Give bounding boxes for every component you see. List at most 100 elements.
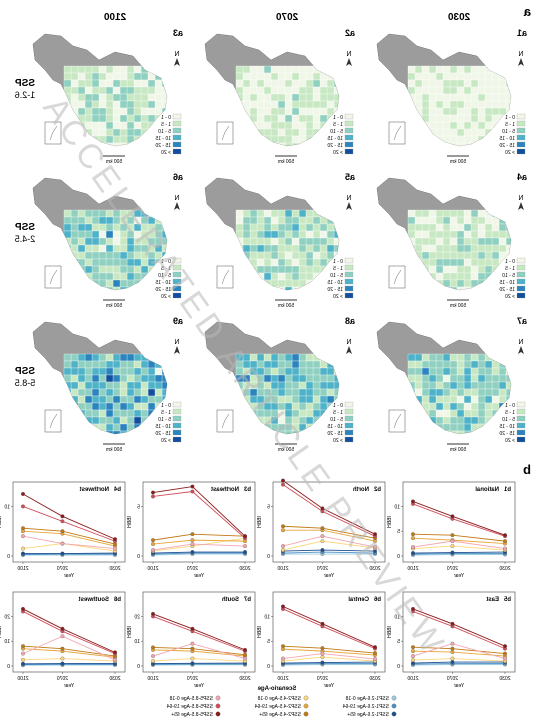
county-cell — [285, 108, 292, 115]
county-cell — [64, 396, 71, 403]
north-arrow-label: N — [346, 195, 351, 202]
county-cell — [306, 403, 313, 410]
map-legend-label: > 20 — [333, 294, 343, 300]
north-arrow-label: N — [518, 195, 523, 202]
county-cell — [450, 217, 457, 224]
county-cell — [148, 129, 155, 136]
map-legend-swatch — [173, 286, 181, 291]
county-cell — [478, 410, 485, 417]
county-cell — [155, 375, 162, 382]
county-cell — [92, 266, 99, 273]
county-cell — [478, 115, 485, 122]
county-cell — [436, 259, 443, 266]
county-cell — [120, 273, 127, 280]
county-cell — [415, 129, 422, 136]
series-point — [281, 644, 285, 648]
county-cell — [271, 280, 278, 287]
county-cell — [471, 245, 478, 252]
county-cell — [155, 210, 162, 217]
county-cell — [148, 80, 155, 87]
county-cell — [478, 259, 485, 266]
county-cell — [264, 115, 271, 122]
county-cell — [243, 94, 250, 101]
county-cell — [457, 66, 464, 73]
county-cell — [64, 403, 71, 410]
county-cell — [313, 87, 320, 94]
chart-panel-label: b5 — [503, 597, 511, 603]
legend-swatch — [304, 696, 308, 700]
county-cell — [313, 115, 320, 122]
county-cell — [443, 87, 450, 94]
county-cell — [299, 80, 306, 87]
county-cell — [113, 129, 120, 136]
county-cell — [471, 361, 478, 368]
county-cell — [257, 417, 264, 424]
county-cell — [155, 245, 162, 252]
county-cell — [134, 417, 141, 424]
county-cell — [113, 231, 120, 238]
county-cell — [85, 354, 92, 361]
north-arrow-icon — [174, 58, 180, 66]
county-cell — [313, 354, 320, 361]
county-cell — [134, 252, 141, 259]
county-cell — [299, 368, 306, 375]
county-cell — [408, 80, 415, 87]
county-cell — [478, 368, 485, 375]
x-axis-label: Year — [454, 683, 464, 689]
county-cell — [450, 122, 457, 129]
county-cell — [71, 122, 78, 129]
county-cell — [141, 375, 148, 382]
county-cell — [64, 115, 71, 122]
county-cell — [492, 129, 499, 136]
series-point — [243, 653, 247, 657]
county-cell — [429, 273, 436, 280]
county-cell — [257, 136, 264, 143]
county-cell — [478, 231, 485, 238]
county-cell — [443, 108, 450, 115]
county-cell — [408, 245, 415, 252]
county-cell — [71, 245, 78, 252]
county-cell — [306, 252, 313, 259]
county-cell — [464, 143, 471, 150]
county-cell — [436, 354, 443, 361]
map-legend-label: 5 - 10 — [158, 417, 171, 423]
county-cell — [471, 94, 478, 101]
county-cell — [299, 217, 306, 224]
county-cell — [92, 136, 99, 143]
county-cell — [429, 80, 436, 87]
map-legend-label: 1 - 5 — [333, 266, 343, 272]
map-legend-label: 15 - 20 — [499, 431, 515, 437]
county-cell — [492, 259, 499, 266]
county-cell — [250, 354, 257, 361]
series-point — [151, 659, 155, 663]
county-cell — [148, 217, 155, 224]
county-cell — [243, 375, 250, 382]
county-cell — [471, 115, 478, 122]
north-arrow-label: N — [518, 51, 523, 58]
county-cell — [278, 122, 285, 129]
county-cell — [120, 94, 127, 101]
county-cell — [71, 361, 78, 368]
county-cell — [271, 115, 278, 122]
map-panel-label-a5: a5 — [345, 172, 355, 182]
county-cell — [92, 115, 99, 122]
county-cell — [71, 129, 78, 136]
county-cell — [106, 382, 113, 389]
map-legend-label: > 20 — [505, 438, 515, 444]
county-cell — [327, 266, 334, 273]
county-cell — [148, 94, 155, 101]
map-legend-swatch — [173, 416, 181, 421]
county-cell — [408, 108, 415, 115]
county-cell — [327, 259, 334, 266]
county-cell — [162, 252, 169, 259]
county-cell — [148, 431, 155, 438]
county-cell — [464, 410, 471, 417]
county-cell — [285, 410, 292, 417]
county-cell — [408, 66, 415, 73]
county-cell — [236, 129, 243, 136]
county-cell — [471, 273, 478, 280]
county-cell — [85, 417, 92, 424]
county-cell — [120, 280, 127, 287]
county-cell — [134, 431, 141, 438]
